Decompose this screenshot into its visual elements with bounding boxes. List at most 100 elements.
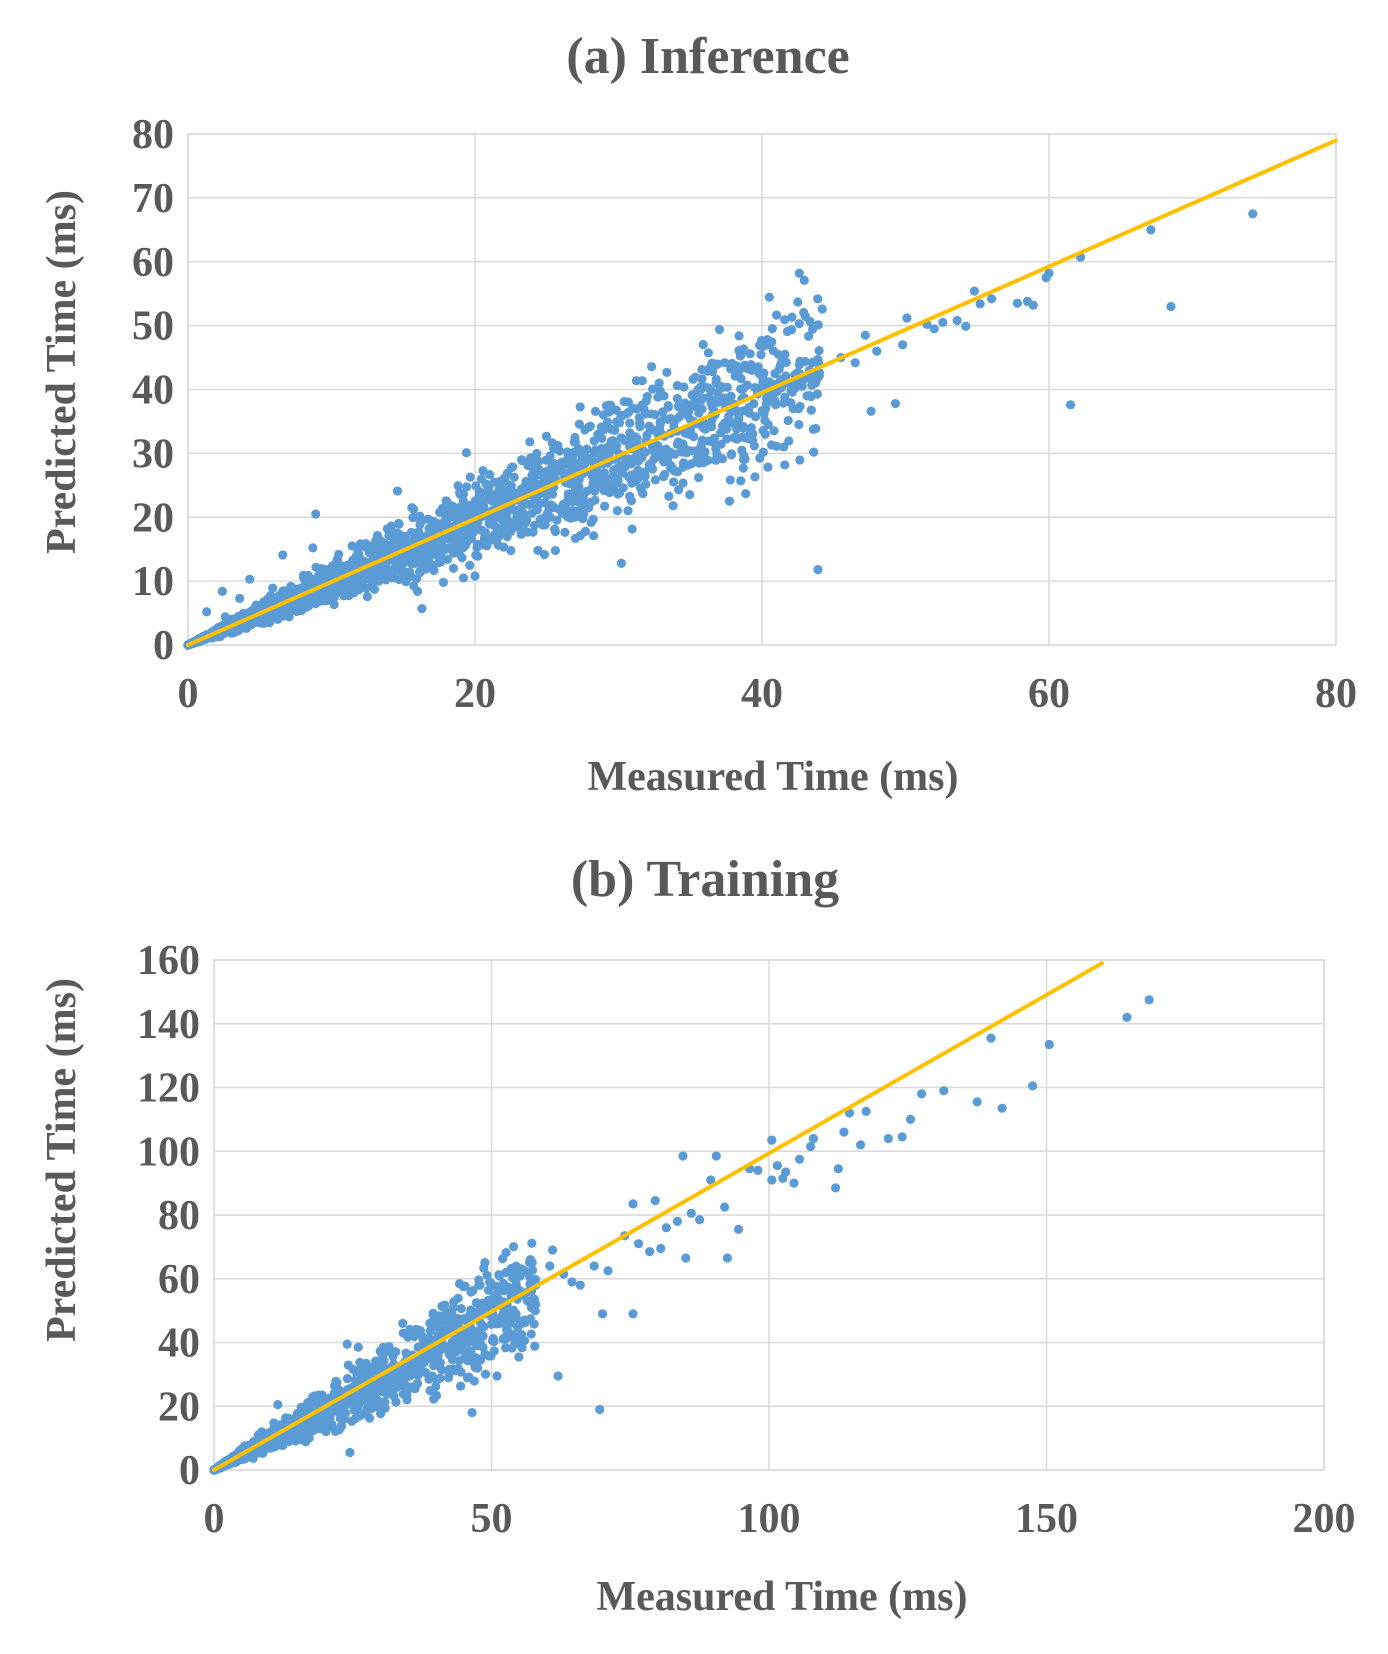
data-point [412, 547, 422, 557]
data-point [526, 1329, 536, 1339]
x-tick-label: 0 [204, 1496, 225, 1542]
data-point [795, 401, 805, 411]
data-point [726, 391, 736, 401]
data-point [736, 374, 746, 384]
data-point [450, 1347, 461, 1357]
data-point [741, 489, 751, 499]
data-point [598, 447, 608, 458]
data-point [704, 436, 714, 446]
data-point [697, 374, 707, 384]
data-point [975, 299, 985, 309]
data-point [624, 407, 634, 417]
data-point [496, 496, 506, 506]
data-point [694, 473, 704, 483]
data-point [264, 1439, 275, 1450]
data-point [609, 477, 620, 487]
y-tick-label: 0 [179, 1448, 200, 1494]
data-point [407, 503, 417, 513]
data-point [767, 324, 777, 334]
data-point [367, 1395, 377, 1405]
data-point [278, 550, 288, 560]
data-point [356, 1410, 366, 1420]
data-point [645, 1247, 655, 1257]
data-point [794, 360, 804, 370]
data-point [603, 400, 613, 410]
data-point [299, 573, 309, 583]
data-point [465, 1346, 476, 1356]
y-tick-label: 60 [158, 1257, 200, 1303]
data-point [952, 315, 962, 326]
data-point [312, 1414, 322, 1424]
data-point [498, 1334, 508, 1344]
data-point [447, 1355, 458, 1365]
data-point [441, 496, 451, 506]
data-point [702, 366, 713, 376]
data-point [585, 421, 595, 431]
data-point [570, 437, 580, 447]
data-point [498, 1308, 509, 1318]
data-point [514, 1320, 524, 1330]
data-point [680, 398, 690, 408]
data-point [780, 315, 790, 325]
y-tick-label: 40 [132, 368, 174, 414]
data-point [764, 377, 774, 387]
data-point [400, 552, 410, 563]
data-point [281, 1413, 291, 1423]
data-point [860, 330, 870, 340]
data-point [328, 567, 338, 577]
data-point [711, 1151, 721, 1161]
data-point [969, 286, 979, 296]
data-point [808, 424, 819, 435]
data-point [302, 1405, 312, 1415]
data-point [303, 1422, 313, 1432]
data-point [813, 294, 823, 304]
data-point [509, 472, 519, 482]
chart-title: (b) Training [571, 851, 839, 908]
data-point [575, 1280, 585, 1290]
x-tick-label: 80 [1315, 671, 1357, 717]
plot-area [187, 133, 1337, 646]
data-point [355, 556, 365, 566]
data-point [401, 577, 411, 587]
data-point [604, 487, 614, 498]
data-point [466, 1356, 476, 1366]
data-point [648, 384, 658, 394]
data-point [637, 376, 647, 386]
data-point [718, 382, 728, 392]
y-tick-label: 60 [132, 240, 174, 286]
data-point [473, 551, 483, 561]
data-point [672, 380, 682, 391]
data-point [672, 467, 683, 477]
data-point [375, 1409, 386, 1419]
data-point [355, 1357, 365, 1367]
data-point [625, 473, 635, 484]
data-point [412, 1325, 423, 1335]
data-point [392, 486, 403, 496]
data-point [303, 601, 314, 611]
data-point [362, 1385, 373, 1396]
data-point [488, 1333, 498, 1344]
data-point [655, 386, 665, 396]
data-point [694, 458, 704, 468]
data-point [722, 1253, 732, 1263]
chart-inference: (a) Inference 0 10 20 30 40 50 60 70 80 0 20 40 60 80… [39, 28, 1357, 800]
data-point [336, 587, 347, 598]
data-point [510, 1338, 520, 1348]
y-tick-label: 80 [158, 1193, 200, 1239]
x-axis-label: Measured Time (ms) [588, 754, 959, 800]
data-point [491, 522, 502, 533]
data-point [714, 324, 725, 335]
data-point [803, 331, 814, 341]
data-point [555, 446, 565, 456]
data-point [516, 484, 527, 494]
data-point [424, 524, 434, 534]
data-point [663, 402, 673, 412]
data-point [604, 407, 614, 417]
data-point [833, 1164, 843, 1174]
data-point [479, 1263, 489, 1273]
data-point [413, 1342, 423, 1352]
data-point [625, 418, 635, 428]
data-point [424, 544, 434, 554]
data-point [563, 489, 573, 499]
data-point [361, 538, 371, 549]
